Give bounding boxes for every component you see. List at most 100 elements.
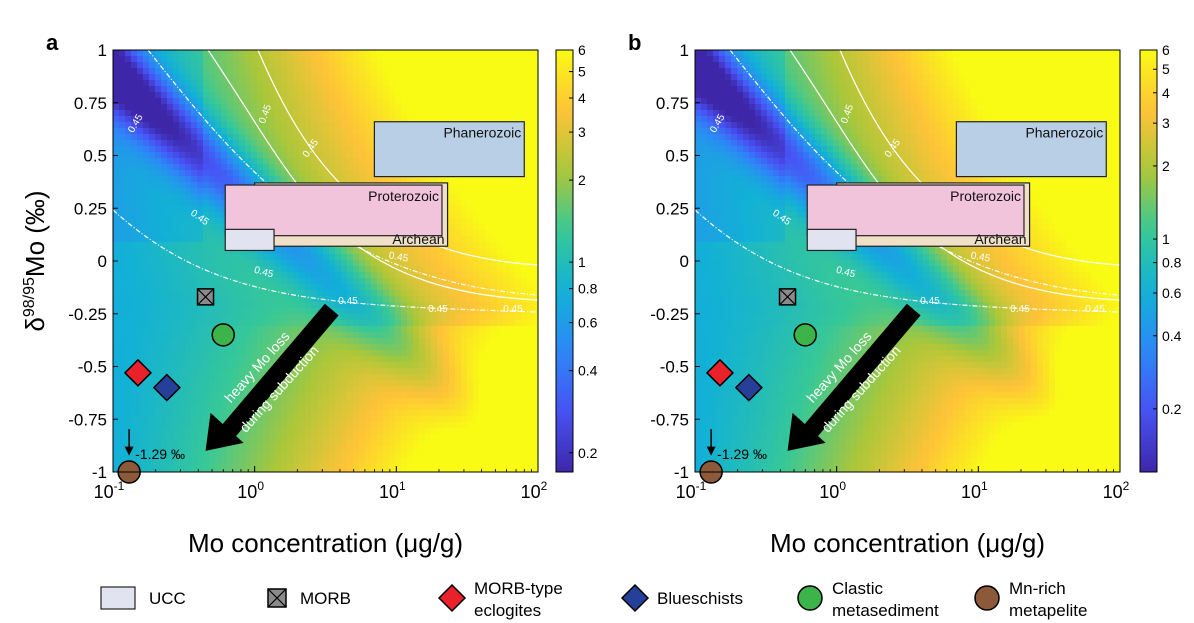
field-label-phanerozoic: Phanerozoic (1025, 125, 1103, 141)
contour-label: 0.45 (970, 250, 992, 264)
legend-label: metapelite (1009, 601, 1087, 620)
colorbar-tick-label: 3 (1162, 115, 1170, 131)
contour-label: 0.45 (253, 265, 275, 281)
field-phanerozoic (955, 121, 1107, 178)
contour-label: 0.45 (428, 304, 448, 315)
colorbar-tick-label: 0.2 (1162, 401, 1182, 417)
field-label-phanerozoic: Phanerozoic (443, 125, 521, 141)
y-tick-label: -0.25 (650, 305, 689, 324)
x-tick-label: 100 (819, 479, 846, 502)
y-tick-label: 1 (680, 41, 689, 60)
y-axis-title: δ98/95Mo (‰) (20, 190, 50, 331)
colorbar-tick-label: 2 (578, 172, 586, 188)
colorbar-tick-label: 0.4 (578, 363, 598, 379)
annotation-label: -1.29 ‰ (135, 446, 185, 462)
colorbar-tick-label: 6 (1162, 42, 1170, 58)
x-axis-title: Mo concentration (μg/g) (770, 528, 1045, 558)
y-tick-label: 0.75 (656, 94, 689, 113)
y-tick-label: 0.25 (74, 199, 107, 218)
field-phanerozoic (373, 121, 525, 178)
colorbar-tick-label: 1 (578, 254, 586, 270)
contour-label: 0.45 (388, 250, 410, 264)
field-label-proterozoic: Proterozoic (368, 188, 439, 204)
legend-label: Mn-rich (1009, 579, 1066, 598)
colorbar-tick-label: 2 (1162, 158, 1170, 174)
colorbar (1139, 49, 1158, 473)
legend: UCC MORB MORB-type eclogites Blueschists Clas… (100, 579, 1087, 620)
y-tick-label: 0.5 (665, 147, 689, 166)
legend-label: eclogites (474, 601, 541, 620)
sample-blueschists (152, 373, 181, 402)
contour-label: 0.45 (835, 265, 857, 281)
colorbar-tick-label: 4 (1162, 85, 1170, 101)
legend-swatch (620, 583, 650, 613)
legend-item-mnrich: Mn-rich metapelite (974, 579, 1087, 620)
y-tick-label: -0.75 (68, 410, 107, 429)
field-label-proterozoic: Proterozoic (950, 188, 1021, 204)
contour-label: 0.45 (1010, 304, 1030, 315)
sample-morb-type-eclogites (123, 358, 153, 387)
colorbar-tick-label: 0.4 (1162, 328, 1182, 344)
y-tick-label: 0 (98, 252, 107, 271)
legend-label: UCC (149, 589, 186, 608)
x-tick-label: 101 (379, 479, 406, 502)
legend-swatch (100, 586, 136, 610)
legend-item-blueschist: Blueschists (620, 583, 743, 613)
x-tick-label: 100 (237, 479, 264, 502)
panel-b: 0.45 0.450.450.450.450.450.45 0.450.45Phan… (628, 30, 1182, 558)
legend-swatch (437, 583, 467, 613)
colorbar-tick-label: 5 (1162, 61, 1170, 77)
x-axis-title: Mo concentration (μg/g) (188, 528, 463, 558)
field-label-archean: Archean (392, 231, 444, 247)
contour-label: 0.45 (920, 296, 940, 307)
y-tick-label: 0 (680, 252, 689, 271)
x-tick-label: 102 (1103, 479, 1130, 502)
legend-item-morb: MORB (267, 588, 351, 608)
colorbar-tick-label: 4 (578, 90, 586, 106)
legend-label: Clastic (832, 579, 884, 598)
y-tick-label: 1 (98, 41, 107, 60)
subduction-arrow (216, 303, 339, 443)
sample-clastic-metasediment (793, 323, 817, 347)
legend-swatch (797, 585, 823, 611)
colorbar-tick-label: 0.6 (1162, 285, 1182, 301)
y-tick-label: -1 (92, 463, 107, 482)
field-label-archean: Archean (974, 231, 1026, 247)
colorbar-tick-label: 6 (578, 42, 586, 58)
field-proterozoic (806, 184, 1025, 237)
field-proterozoic (224, 184, 443, 237)
sample-morb-type-eclogites (705, 358, 735, 387)
colorbar-tick-label: 5 (578, 64, 586, 80)
y-tick-label: 0.5 (83, 147, 107, 166)
legend-item-clastic: Clastic metasediment (797, 579, 939, 620)
annotation-label: -1.29 ‰ (717, 446, 767, 462)
legend-swatch (974, 585, 1000, 611)
colorbar-tick-label: 3 (578, 124, 586, 140)
colorbar-tick-label: 0.6 (578, 315, 598, 331)
contour-label: 0.45 (338, 296, 358, 307)
legend-label: metasediment (832, 601, 939, 620)
y-tick-label: 0.75 (74, 94, 107, 113)
colorbar-tick-label: 0.8 (1162, 255, 1182, 271)
contour-label: 0.45 (1085, 304, 1105, 315)
panel-label: a (46, 30, 59, 55)
x-tick-label: 10-1 (94, 479, 125, 502)
colorbar-tick-label: 0.8 (578, 281, 598, 297)
legend-label: MORB-type (474, 579, 563, 598)
heatmap (695, 50, 1120, 472)
y-tick-label: -0.5 (660, 358, 689, 377)
field-ucc (806, 228, 857, 252)
subduction-arrow (798, 303, 921, 443)
legend-item-eclogite: MORB-type eclogites (437, 579, 563, 620)
colorbar (555, 49, 574, 473)
y-tick-label: -0.25 (68, 305, 107, 324)
contour-label: 0.45 (503, 304, 523, 315)
x-tick-label: 10-1 (676, 479, 707, 502)
panel-label: b (628, 30, 641, 55)
y-tick-label: -1 (674, 463, 689, 482)
y-tick-label: 0.25 (656, 199, 689, 218)
panel-a: 0.45 0.450.450.450.450.450.45 0.450.45Phan… (20, 30, 598, 558)
subduction-arrow-head (205, 412, 244, 451)
legend-label: MORB (300, 589, 351, 608)
